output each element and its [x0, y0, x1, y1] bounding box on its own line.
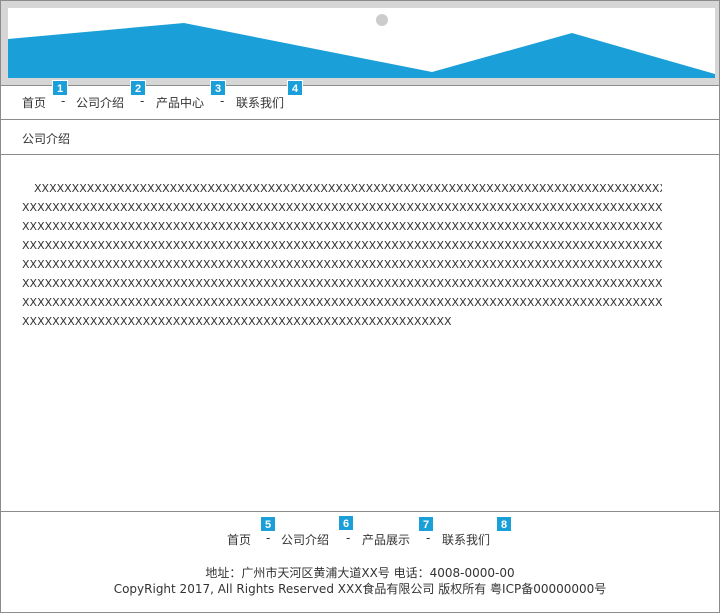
nav-separator: -	[220, 94, 225, 108]
section-title: 公司介绍	[22, 132, 71, 146]
footer: 5 首页 - 6 公司介绍 - 7 产品展示 - 8 联系我们 地址：广州市天河…	[1, 512, 719, 612]
footer-nav-contact[interactable]: 联系我们	[442, 533, 491, 547]
content-line: XXXXXXXXXXXXXXXXXXXXXXXXXXXXXXXXXXXXXXXX…	[22, 296, 662, 309]
footer-badge-8: 8	[496, 516, 512, 532]
footer-badge-5: 5	[260, 516, 276, 532]
content-line: XXXXXXXXXXXXXXXXXXXXXXXXXXXXXXXXXXXXXXXX…	[22, 239, 662, 252]
mountain-shape	[8, 23, 715, 78]
footer-nav-home[interactable]: 首页	[227, 533, 252, 547]
nav-item-products[interactable]: 产品中心	[156, 96, 205, 110]
nav-item-home[interactable]: 首页	[22, 96, 47, 110]
content-line: XXXXXXXXXXXXXXXXXXXXXXXXXXXXXXXXXXXXXXXX…	[22, 277, 662, 290]
content-line: XXXXXXXXXXXXXXXXXXXXXXXXXXXXXXXXXXXXXXXX…	[22, 258, 662, 271]
footer-badge-7: 7	[418, 516, 434, 532]
content-paragraph: XXXXXXXXXXXXXXXXXXXXXXXXXXXXXXXXXXXXXXXX…	[22, 179, 662, 331]
nav-separator: -	[61, 94, 66, 108]
footer-nav-products[interactable]: 产品展示	[362, 533, 411, 547]
mountain-landscape-icon	[8, 8, 715, 78]
sun-icon	[376, 14, 388, 26]
footer-separator: -	[266, 531, 271, 545]
footer-separator: -	[346, 531, 351, 545]
nav-item-contact[interactable]: 联系我们	[236, 96, 285, 110]
nav-badge-1: 1	[52, 80, 68, 96]
nav-item-about[interactable]: 公司介绍	[76, 96, 125, 110]
content-line: XXXXXXXXXXXXXXXXXXXXXXXXXXXXXXXXXXXXXXXX…	[22, 220, 662, 233]
section-header: 公司介绍	[1, 120, 719, 155]
footer-copyright: CopyRight 2017, All Rights Reserved XXX食…	[113, 582, 607, 596]
content-line: XXXXXXXXXXXXXXXXXXXXXXXXXXXXXXXXXXXXXXXX…	[22, 315, 452, 328]
nav-badge-4: 4	[287, 80, 303, 96]
nav-badge-3: 3	[210, 80, 226, 96]
content-line: XXXXXXXXXXXXXXXXXXXXXXXXXXXXXXXXXXXXXXXX…	[22, 201, 662, 214]
footer-badge-6: 6	[338, 515, 354, 531]
banner	[1, 1, 719, 85]
main-content: XXXXXXXXXXXXXXXXXXXXXXXXXXXXXXXXXXXXXXXX…	[1, 155, 719, 512]
footer-separator: -	[426, 531, 431, 545]
content-line: XXXXXXXXXXXXXXXXXXXXXXXXXXXXXXXXXXXXXXXX…	[34, 182, 662, 195]
banner-image	[8, 8, 715, 78]
nav-badge-2: 2	[130, 80, 146, 96]
footer-address: 地址：广州市天河区黄浦大道XX号 电话：4008-0000-00	[205, 566, 515, 580]
footer-nav-about[interactable]: 公司介绍	[281, 533, 330, 547]
nav-separator: -	[140, 94, 145, 108]
top-nav: 1 首页 - 2 公司介绍 - 3 产品中心 - 4 联系我们	[1, 80, 719, 120]
